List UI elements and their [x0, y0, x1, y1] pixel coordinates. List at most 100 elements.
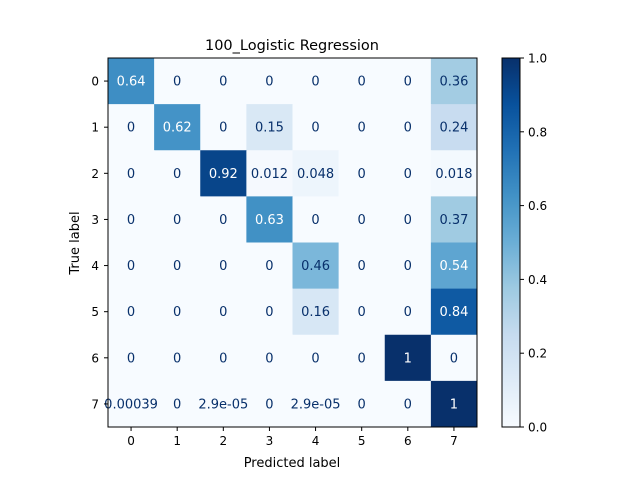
- cell-value-label: 0: [127, 121, 135, 136]
- heatmap-cell: [246, 58, 293, 105]
- heatmap-cell: [154, 334, 201, 382]
- x-tick-label: 1: [173, 434, 181, 448]
- cell-value-label: 0.46: [301, 259, 330, 274]
- heatmap-cell: [338, 104, 386, 151]
- heatmap-cell: [246, 150, 293, 197]
- cell-value-label: 0.63: [255, 213, 284, 228]
- heatmap-cell: [246, 288, 293, 336]
- heatmap-cell: [384, 58, 432, 105]
- chart-title: 100_Logistic Regression: [205, 38, 379, 54]
- cell-value-label: 0: [450, 351, 458, 366]
- y-axis-ticks: 0 1 2 3 4 5 6 7: [91, 75, 108, 411]
- x-axis-ticks: 0 1 2 3 4 5 6 7: [127, 427, 458, 448]
- heatmap-cell: [292, 150, 340, 197]
- y-tick-label: 4: [91, 259, 99, 273]
- x-tick-label: 0: [127, 434, 135, 448]
- cell-value-label: 0.54: [439, 259, 468, 274]
- heatmap-cell: [430, 334, 478, 382]
- heatmap-cell: [246, 334, 293, 382]
- cell-value-label: 0: [127, 213, 135, 228]
- cell-value-label: 0: [219, 213, 227, 228]
- cell-value-label: 0: [358, 121, 366, 136]
- heatmap-cell: [200, 104, 247, 151]
- heatmap-cell: [338, 334, 386, 382]
- cell-value-label: 0: [173, 351, 181, 366]
- y-tick-label: 5: [91, 305, 99, 319]
- cell-value-label: 0.36: [439, 75, 468, 90]
- heatmap-cell: [200, 288, 247, 336]
- cell-value-label: 0: [219, 259, 227, 274]
- colorbar-tick-label: 0.6: [528, 199, 547, 213]
- x-tick-label: 2: [219, 434, 227, 448]
- y-tick-label: 1: [91, 121, 99, 135]
- y-tick-label: 6: [91, 351, 99, 365]
- cell-value-label: 0: [219, 351, 227, 366]
- cell-value-label: 0: [265, 397, 273, 412]
- heatmap-cell: [154, 196, 201, 243]
- heatmap-cell: [292, 242, 340, 290]
- cell-value-label: 0: [358, 397, 366, 412]
- cell-value-label: 0: [219, 121, 227, 136]
- colorbar-tick-label: 0.8: [528, 125, 547, 139]
- x-tick-label: 3: [266, 434, 274, 448]
- cell-value-label: 0: [311, 213, 319, 228]
- cell-value-label: 0: [404, 167, 412, 182]
- colorbar-tick-label: 1.0: [528, 52, 547, 66]
- colorbar-tick-label: 0.0: [528, 421, 547, 435]
- cell-value-label: 0: [265, 75, 273, 90]
- heatmap-cell-labels: 0.64 0 0 0 0 0 0 0.36 0 0.62 0 0.15 0 0 0 0.24 0 0 0.92 0.0…: [104, 75, 472, 413]
- heatmap-cell: [108, 104, 155, 151]
- colorbar-tick-label: 0.4: [528, 273, 547, 287]
- plot-frame: [107, 57, 478, 428]
- heatmap-cell: [292, 288, 340, 336]
- cell-value-label: 0.24: [439, 121, 468, 136]
- heatmap-cell: [338, 380, 386, 428]
- heatmap-cell: [338, 196, 386, 243]
- cell-value-label: 0: [173, 397, 181, 412]
- heatmap-cell: [292, 334, 340, 382]
- cell-value-label: 0: [173, 305, 181, 320]
- heatmap-cell: [384, 380, 432, 428]
- heatmap-cell: [292, 58, 340, 105]
- cell-value-label: 1: [450, 397, 458, 412]
- heatmap-cell: [108, 380, 155, 428]
- cell-value-label: 0: [358, 351, 366, 366]
- cell-value-label: 0: [173, 259, 181, 274]
- y-axis-label: True label: [68, 211, 83, 275]
- cell-value-label: 0: [404, 305, 412, 320]
- cell-value-label: 0: [358, 305, 366, 320]
- cell-value-label: 0: [358, 213, 366, 228]
- cell-value-label: 0.84: [439, 305, 468, 320]
- heatmap-cell: [430, 150, 478, 197]
- heatmap-cell: [246, 242, 293, 290]
- heatmap-cell: [108, 58, 155, 105]
- heatmap-cell: [154, 242, 201, 290]
- cell-value-label: 0: [358, 75, 366, 90]
- heatmap-cell: [338, 150, 386, 197]
- cell-value-label: 0.62: [163, 121, 192, 136]
- heatmap-cell: [430, 58, 478, 105]
- cell-value-label: 0: [265, 351, 273, 366]
- heatmap-cell: [430, 104, 478, 151]
- heatmap-cell: [108, 288, 155, 336]
- heatmap-cell: [108, 196, 155, 243]
- cell-value-label: 2.9e-05: [198, 397, 248, 412]
- cell-value-label: 0: [127, 167, 135, 182]
- cell-value-label: 0: [265, 259, 273, 274]
- heatmap-cell: [338, 58, 386, 105]
- x-tick-label: 7: [450, 434, 458, 448]
- cell-value-label: 0: [127, 351, 135, 366]
- heatmap-cell: [384, 334, 432, 382]
- heatmap-cell: [430, 196, 478, 243]
- cell-value-label: 0.048: [297, 167, 334, 182]
- heatmap-cell: [384, 104, 432, 151]
- heatmap-cell: [200, 196, 247, 243]
- heatmap-cell: [384, 196, 432, 243]
- y-tick-label: 0: [91, 75, 99, 89]
- colorbar: [501, 57, 521, 428]
- cell-value-label: 0: [219, 75, 227, 90]
- y-tick-label: 7: [91, 397, 99, 411]
- heatmap-cell: [246, 380, 293, 428]
- heatmap-cell: [384, 288, 432, 336]
